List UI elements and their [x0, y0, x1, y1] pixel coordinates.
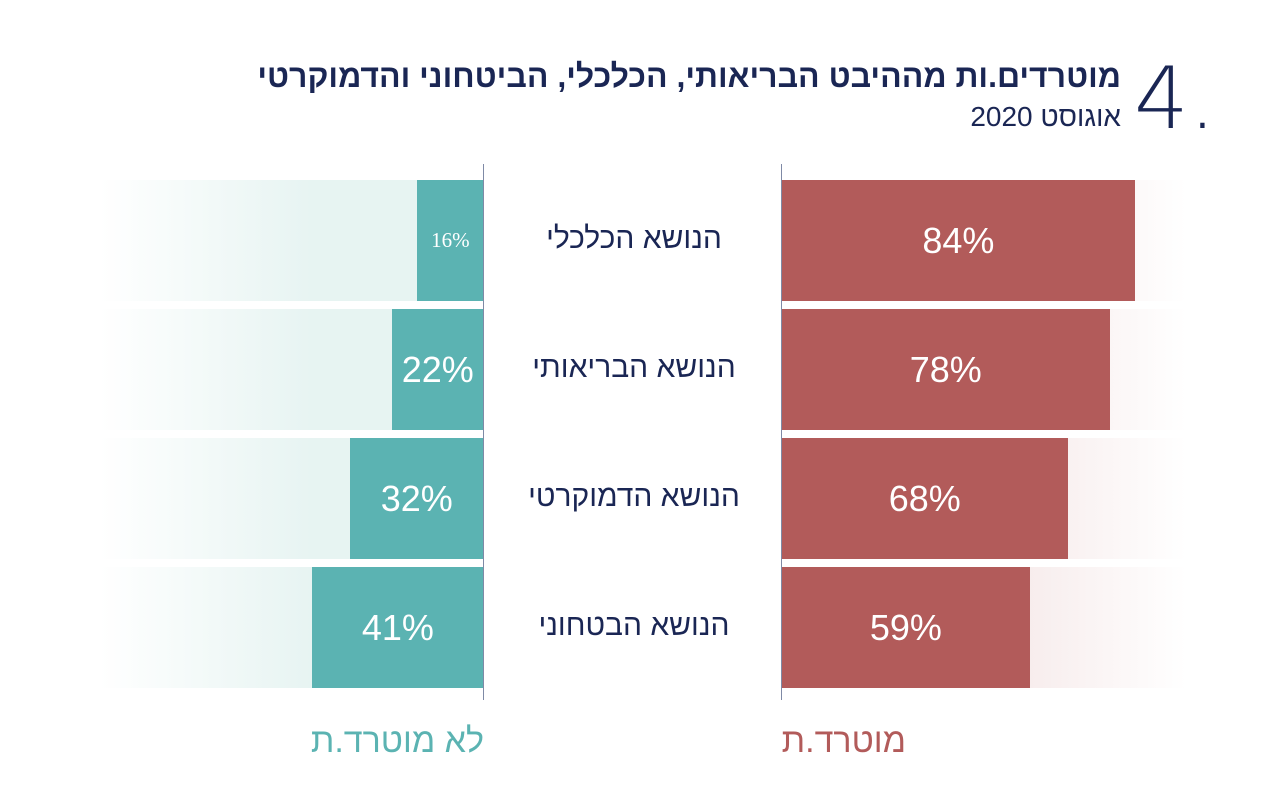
bar-value-label: 22% [401, 348, 474, 390]
bar-worried: 59% [782, 567, 1030, 688]
bar-value-label: 68% [888, 477, 961, 519]
category-label: הנושא הבריאותי [532, 350, 736, 384]
chart-subtitle: אוגוסט 2020 [970, 101, 1121, 132]
legend-not-worried: לא מוטרד.ת [310, 722, 484, 760]
bar-not-worried: 32% [349, 438, 484, 559]
right-axis-line [781, 164, 782, 700]
bar-worried: 84% [782, 180, 1135, 301]
bar-value-label: 84% [922, 219, 995, 261]
bar-not-worried: 16% [416, 180, 484, 301]
bar-value-label: 16% [431, 228, 470, 252]
category-label: הנושא הבטחוני [538, 608, 730, 642]
bar-value-label: 32% [380, 477, 453, 519]
bar-value-label: 41% [361, 606, 434, 648]
bar-worried: 78% [782, 309, 1110, 430]
bar-not-worried: 41% [311, 567, 484, 688]
figure-number: 4. [1134, 49, 1217, 149]
category-label: הנושא הכלכלי [546, 221, 722, 255]
legend-worried: מוטרד.ת [781, 722, 906, 760]
bar-worried: 68% [782, 438, 1068, 559]
bar-value-label: 78% [909, 348, 982, 390]
bar-value-label: 59% [869, 606, 942, 648]
chart-title: מוטרדים.ות מההיבט הבריאותי, הכלכלי, הביט… [257, 58, 1121, 94]
category-label: הנושא הדמוקרטי [528, 479, 740, 513]
bar-not-worried: 22% [391, 309, 484, 430]
left-axis-line [483, 164, 484, 700]
